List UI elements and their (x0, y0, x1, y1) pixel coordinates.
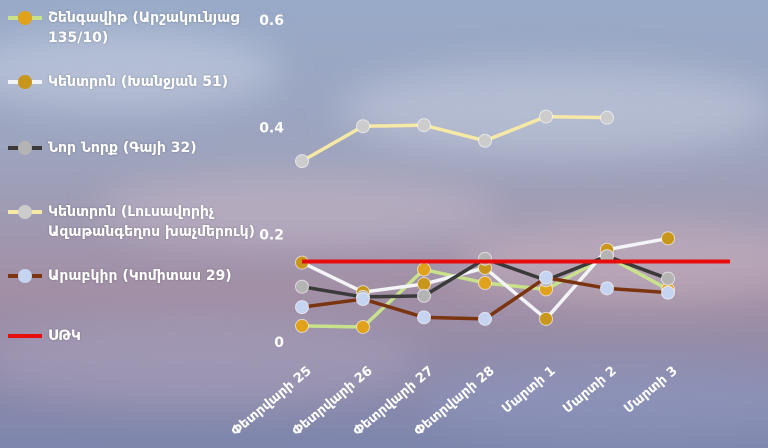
data-point (417, 288, 431, 303)
x-tick-label: Մարտի 1 (499, 364, 558, 417)
y-tick-label: 0.4 (259, 120, 284, 136)
y-axis-ticks: 0 0.2 0.4 0.6 (259, 13, 284, 351)
data-point (661, 231, 675, 246)
data-point (295, 154, 309, 169)
legend-item: Շենգավիթ (Արշակունյաց 135/10) (8, 8, 258, 48)
data-point (539, 311, 553, 326)
data-point (661, 285, 675, 300)
series-group (295, 109, 614, 169)
data-point (295, 279, 309, 294)
data-point (295, 318, 309, 333)
legend-marker (18, 75, 32, 89)
legend-swatch (8, 141, 42, 155)
x-tick-label: Մարտի 2 (560, 364, 619, 417)
y-tick-label: 0.6 (259, 13, 284, 29)
legend-label: Կենտրոն (Խանջյան 51) (48, 74, 229, 90)
legend-swatch (8, 334, 42, 338)
legend-label: Կենտրոն (Լուսավորիչ Ազաթանգեղոս խաչմերու… (48, 204, 256, 240)
data-point (417, 277, 431, 292)
legend-item: Կենտրոն (Խանջյան 51) (8, 72, 228, 92)
legend-item: Նոր Նորք (Գայի 32) (8, 138, 197, 158)
legend-marker (18, 141, 32, 155)
series-layer (295, 109, 675, 334)
data-point (295, 300, 309, 315)
legend-swatch (8, 75, 42, 89)
series-group (295, 270, 675, 326)
legend-label: ՍԹԿ (48, 328, 81, 344)
data-point (539, 270, 553, 285)
legend-marker (18, 11, 32, 25)
data-point (478, 311, 492, 326)
y-tick-label: 0.2 (259, 228, 284, 244)
data-point (600, 110, 614, 125)
data-point (417, 118, 431, 133)
legend: Շենգավիթ (Արշակունյաց 135/10) Կենտրոն (Խա… (0, 0, 260, 448)
data-point (539, 109, 553, 124)
legend-swatch (8, 205, 42, 219)
data-point (478, 275, 492, 290)
data-point (478, 133, 492, 148)
data-point (356, 319, 370, 334)
legend-label: Նոր Նորք (Գայի 32) (48, 140, 197, 156)
data-point (600, 281, 614, 296)
legend-item: Կենտրոն (Լուսավորիչ Ազաթանգեղոս խաչմերու… (8, 202, 258, 242)
legend-label: Արաբկիր (Կոմիտաս 29) (48, 268, 232, 284)
data-point (661, 271, 675, 286)
data-point (417, 262, 431, 277)
data-point (417, 310, 431, 325)
y-tick-label: 0 (274, 335, 284, 351)
data-point (356, 292, 370, 307)
legend-swatch (8, 269, 42, 283)
series-line (301, 114, 608, 163)
data-point (356, 119, 370, 134)
legend-swatch (8, 11, 42, 25)
x-tick-label: Մարտի 3 (621, 364, 680, 417)
legend-item: ՍԹԿ (8, 326, 81, 346)
legend-item: Արաբկիր (Կոմիտաս 29) (8, 266, 232, 286)
legend-label: Շենգավիթ (Արշակունյաց 135/10) (48, 10, 240, 46)
legend-marker (18, 269, 32, 283)
legend-marker (18, 205, 32, 219)
